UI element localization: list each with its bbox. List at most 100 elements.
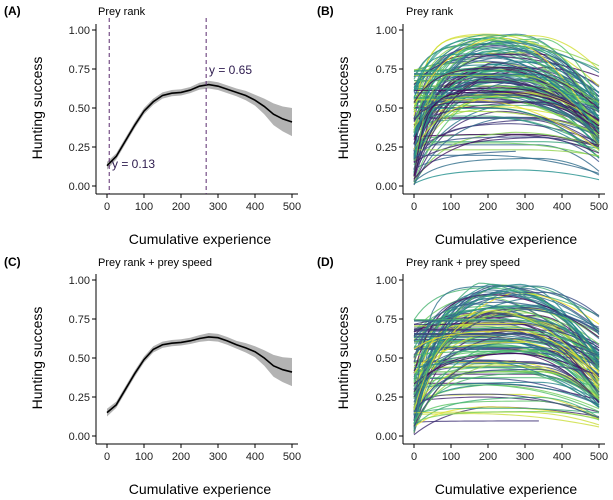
panel-c-xlabel: Cumulative experience [129,481,272,497]
panel-c-x-tick-label: 400 [246,451,264,463]
panel-d-x-tick-label: 0 [411,451,417,463]
panel-c-x-tick-label: 300 [209,451,227,463]
panel-c-letter: (C) [4,255,21,269]
panel-c-y-tick-label: 1.00 [69,275,90,287]
panel-d-individual-curve [413,310,600,411]
panel-b-x-tick-label: 500 [590,201,608,213]
panel-b-y-tick-label: 1.00 [376,25,397,37]
panel-b-x-tick-label: 0 [411,201,417,213]
panel-b-individual-curve [413,85,600,183]
panel-d-ylabel: Hunting success [335,307,351,410]
panel-b-individual-curve [414,149,600,157]
panel-d-individual-curve [413,301,600,359]
panel-c-x-tick-label: 0 [104,451,110,463]
panel-d-individual-curve [413,305,600,359]
panel-d-individual-curve [413,368,600,418]
panel-a-y-tick-label: 0.75 [69,64,90,76]
panel-d-individual-curve [413,287,600,403]
panel-b-individual-curve [413,53,600,157]
panel-c-y-tick-label: 0.00 [69,431,90,443]
panel-d-individual-curve [413,290,600,425]
panel-d: (D) Prey rank + prey speed 0.000.250.500… [317,255,608,497]
panel-b-individual-curve [413,67,600,159]
panel-a-plot: 0.00 0.25 0.50 0.75 1.00 0 100 200 300 400 500 [69,18,301,213]
panel-b-individual-curve [413,66,600,109]
panel-a-xlabel: Cumulative experience [129,231,272,247]
panel-b-title: Prey rank [406,6,454,18]
panel-c-y-tick-label: 0.50 [69,353,90,365]
panel-d-individual-curve [414,329,600,357]
panel-b-individual-curve [414,107,600,159]
panel-d-x-tick-label: 100 [442,451,460,463]
panel-a-x-tick-label: 400 [246,201,264,213]
panel-c-y-tick-label: 0.75 [69,314,90,326]
panel-d-individual-curve [413,346,600,428]
panel-b-individual-curve [414,144,600,172]
panel-d-title: Prey rank + prey speed [406,257,520,269]
panel-d-individual-curve [414,384,600,413]
panel-c-mean-line [106,336,293,414]
panel-d-individual-curve [413,359,600,408]
panel-d-y-tick-label: 1.00 [376,275,397,287]
panel-b-x-tick-label: 100 [442,201,460,213]
panel-d-individual-curve [413,393,600,419]
panel-d-individual-curve [413,291,600,362]
panel-b-plot: 0.00 0.25 0.50 0.75 1.00 0 100 200 300 400 500 [376,24,608,213]
panel-d-y-tick-label: 0.50 [376,353,397,365]
panel-d-x-tick-label: 200 [479,451,497,463]
panel-a-x-tick-label: 100 [135,201,153,213]
panel-d-y-tick-label: 0.25 [376,392,397,404]
panel-d-x-tick-label: 400 [553,451,571,463]
panel-a-confidence-band [107,80,292,170]
panel-b-individual-curve [413,91,600,177]
panel-d-individual-curve [413,366,600,403]
panel-b-individual-curve [413,101,600,135]
panel-a-x-tick-label: 300 [209,201,227,213]
panel-b-y-tick-label: 0.75 [376,64,397,76]
panel-b-individual-curve [413,136,600,163]
panel-b-individual-curve [413,150,516,170]
panel-b-individual-curve [413,77,600,177]
panel-b-x-tick-label: 300 [516,201,534,213]
panel-d-x-tick-label: 500 [590,451,608,463]
panel-a-x-tick-label: 0 [104,201,110,213]
panel-a-y-tick-label: 0.25 [69,142,90,154]
panel-d-individual-curve [414,334,600,354]
panel-b-individual-curve [413,76,600,159]
panel-d-individual-curve [413,407,600,417]
panel-d-individual-curve [413,372,600,424]
panel-a-x-tick-label: 200 [172,201,190,213]
panel-d-individual-curve [413,413,600,428]
panel-b-individual-curve [413,123,600,164]
panel-d-individual-curve [413,383,600,411]
panel-b-xlabel: Cumulative experience [435,231,578,247]
panel-d-individual-curve [413,420,539,423]
panel-a-y-tick-label: 0.50 [69,103,90,115]
panel-b-individual-curve [414,95,600,139]
panel-d-individual-curve [413,396,600,428]
panel-b-y-tick-label: 0.25 [376,142,397,154]
panel-d-xlabel: Cumulative experience [435,481,578,497]
panel-a-y-tick-label: 0.00 [69,181,90,193]
panel-d-individual-curve [414,319,600,368]
panel-b-individual-curve [413,40,600,137]
panel-a-annotation-start: y = 0.13 [112,157,155,171]
panel-c-y-tick-label: 0.25 [69,392,90,404]
panel-b-individual-curve [413,94,600,139]
panel-b-individual-curve [413,92,600,128]
panel-c-title: Prey rank + prey speed [98,257,212,269]
panel-d-individual-curve [413,362,600,408]
panel-d-y-tick-label: 0.75 [376,314,397,326]
panel-a-ylabel: Hunting success [29,57,45,160]
panel-c-x-tick-label: 100 [135,451,153,463]
panel-c-x-tick-label: 500 [283,451,301,463]
panel-b-x-tick-label: 400 [553,201,571,213]
panel-a: (A) Prey rank 0.00 0.25 0.50 0.75 1.00 0 100 20… [4,4,301,247]
panel-b-y-tick-label: 0.50 [376,103,397,115]
panel-d-individual-curve [413,330,600,379]
panel-b-individual-curve [413,73,600,136]
panel-c-plot: 0.00 0.25 0.50 0.75 1.00 0 100 200 300 400 500 [69,274,301,463]
panel-b-individual-curve [413,157,600,183]
panel-c-x-tick-label: 200 [172,451,190,463]
